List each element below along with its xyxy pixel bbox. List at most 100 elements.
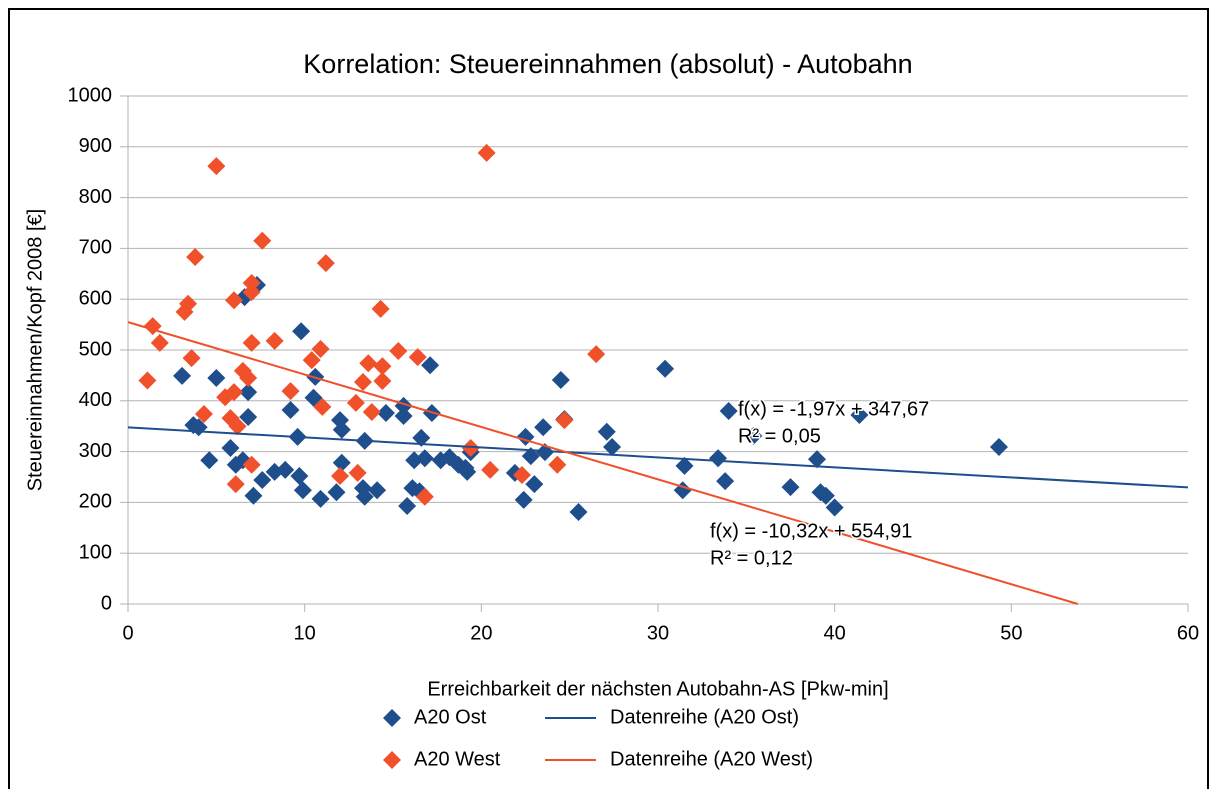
legend-marker (383, 709, 401, 727)
point (415, 449, 434, 468)
point (555, 411, 574, 430)
legend-label: A20 Ost (414, 706, 487, 728)
point (316, 254, 335, 273)
point (226, 475, 245, 494)
y-tick-label: 600 (79, 287, 112, 309)
point (281, 400, 300, 419)
point (716, 472, 735, 491)
trend-r2: R² = 0,05 (738, 425, 821, 447)
point (368, 481, 387, 500)
point (239, 368, 258, 387)
point (569, 503, 588, 522)
point (421, 356, 440, 375)
point (458, 462, 477, 481)
point (186, 248, 205, 267)
point (850, 406, 869, 425)
point (331, 466, 349, 485)
point (719, 401, 738, 420)
point (376, 403, 395, 422)
point (461, 439, 480, 458)
point (415, 487, 434, 506)
point (242, 273, 261, 292)
point (371, 299, 390, 318)
point (394, 396, 413, 415)
y-tick-label: 700 (79, 237, 112, 259)
x-tick-label: 10 (294, 622, 316, 644)
point (481, 460, 500, 479)
point (313, 397, 332, 416)
point (228, 417, 247, 436)
y-tick-label: 400 (79, 389, 112, 411)
point (281, 382, 300, 401)
point (302, 351, 321, 370)
point (311, 489, 330, 508)
point (242, 333, 261, 352)
point (373, 371, 392, 390)
legend-label: Datenreihe (A20 West) (610, 748, 813, 770)
y-tick-label: 800 (79, 186, 112, 208)
point (179, 294, 198, 313)
x-tick-label: 30 (647, 622, 669, 644)
point (276, 460, 295, 479)
legend-label: Datenreihe (A20 Ost) (610, 706, 799, 728)
point (781, 478, 800, 497)
point (182, 349, 201, 368)
y-tick-label: 0 (101, 592, 112, 614)
point (290, 466, 309, 485)
legend-label: A20 West (414, 748, 501, 770)
point (244, 486, 263, 505)
x-axis-label: Erreichbarkeit der nächsten Autobahn-AS … (427, 678, 888, 700)
point (348, 463, 367, 482)
point (355, 487, 374, 506)
point (709, 449, 728, 468)
point (225, 383, 243, 402)
point (150, 333, 169, 352)
trend-r2: R² = 0,12 (710, 547, 793, 569)
point (398, 496, 417, 515)
point (346, 393, 365, 412)
x-tick-label: 60 (1177, 622, 1199, 644)
point (332, 453, 351, 472)
point (194, 405, 213, 424)
y-tick-label: 500 (79, 338, 112, 360)
point (353, 373, 372, 392)
point (512, 465, 531, 484)
point (239, 383, 258, 402)
point (412, 428, 431, 447)
point (656, 359, 675, 378)
point (239, 408, 258, 427)
trend-equation: f(x) = -10,32x + 554,91 (710, 520, 912, 542)
chart-title: Korrelation: Steuereinnahmen (absolut) -… (303, 49, 912, 79)
point (253, 231, 272, 250)
point (242, 455, 261, 474)
point (521, 447, 540, 466)
point (587, 345, 606, 364)
x-tick-label: 40 (824, 622, 846, 644)
trendline (127, 426, 1189, 489)
point (359, 354, 378, 373)
y-axis-label: Steuereinnahmen/Kopf 2008 [€] (24, 209, 46, 491)
point (292, 322, 311, 341)
point (200, 451, 219, 470)
y-tick-label: 300 (79, 440, 112, 462)
point (242, 283, 261, 302)
point (534, 418, 553, 437)
point (311, 339, 330, 358)
point (989, 438, 1008, 457)
point (207, 157, 226, 176)
point (525, 475, 544, 494)
y-tick-label: 1000 (68, 84, 113, 106)
point (332, 420, 351, 439)
point (394, 407, 413, 426)
point (825, 498, 844, 517)
point (207, 368, 226, 387)
frame (8, 8, 1209, 789)
y-tick-label: 100 (79, 541, 112, 563)
legend-marker (383, 751, 401, 769)
point (225, 291, 243, 310)
point (173, 366, 192, 385)
point (808, 450, 826, 469)
point (816, 486, 835, 505)
point (138, 371, 157, 390)
